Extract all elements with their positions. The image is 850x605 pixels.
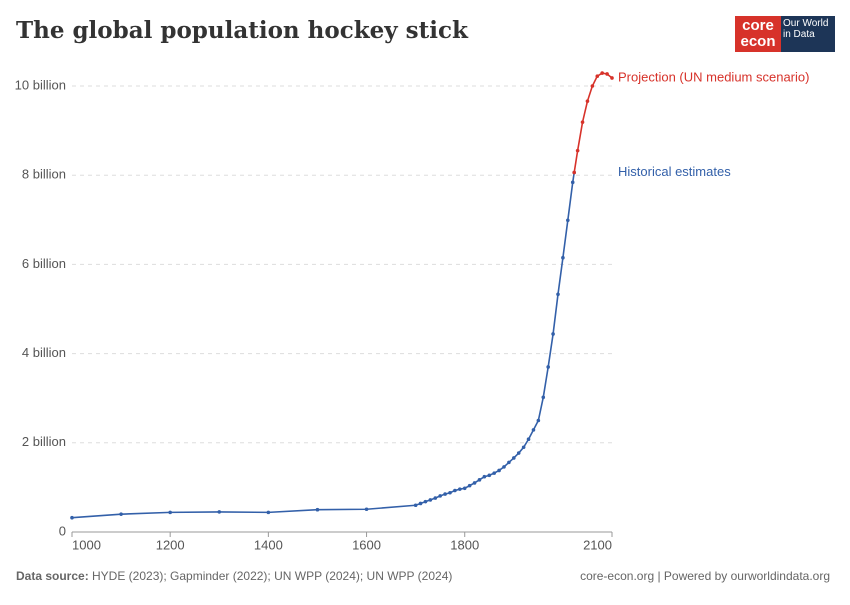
y-tick-label: 10 billion — [15, 77, 66, 92]
point — [521, 445, 526, 450]
point — [492, 471, 496, 475]
point — [541, 395, 546, 400]
point — [462, 486, 467, 491]
logo-text: Our World in Data — [783, 18, 829, 40]
point — [472, 481, 477, 485]
point — [266, 510, 271, 515]
point — [600, 71, 604, 75]
x-tick-label: 1400 — [254, 537, 283, 552]
point — [497, 468, 501, 473]
y-tick-label: 0 — [59, 523, 66, 538]
point — [418, 501, 423, 506]
point — [458, 487, 462, 491]
source-label: Data source: — [16, 569, 89, 583]
logo-owid-box: Our World in Data — [783, 18, 829, 40]
point — [453, 488, 457, 493]
point — [516, 451, 521, 455]
point — [315, 507, 320, 512]
point — [590, 84, 595, 88]
point — [413, 503, 418, 508]
point — [482, 474, 487, 479]
point — [570, 180, 575, 185]
point — [572, 170, 576, 175]
logo-text: econ — [740, 33, 775, 50]
x-tick-label: 2100 — [583, 537, 612, 552]
series-label: Historical estimates — [618, 164, 731, 179]
point — [448, 490, 452, 495]
y-tick-label: 8 billion — [22, 167, 66, 182]
point — [595, 74, 600, 78]
chart-title: The global population hockey stick — [16, 17, 469, 44]
y-tick-label: 6 billion — [22, 256, 66, 271]
x-tick-label: 1800 — [450, 537, 479, 552]
credit: core-econ.org | Powered by ourworldindat… — [580, 569, 830, 583]
point — [526, 437, 531, 442]
source: HYDE (2023); Gapminder (2022); UN WPP (2… — [92, 569, 452, 583]
point — [477, 478, 482, 482]
point — [119, 512, 123, 516]
point — [502, 465, 506, 469]
point — [438, 494, 442, 498]
logo-owid — [781, 16, 835, 52]
logo-core — [735, 16, 781, 52]
point — [561, 255, 565, 260]
point — [168, 510, 172, 515]
point — [546, 365, 550, 369]
series-line — [71, 172, 575, 519]
point — [487, 473, 492, 478]
logo-text: core — [742, 17, 774, 34]
series-label: Projection (UN medium scenario) — [618, 69, 809, 84]
point — [512, 456, 516, 460]
point — [585, 99, 590, 103]
point — [551, 332, 555, 336]
x-tick-label: 1600 — [352, 537, 381, 552]
point — [566, 218, 570, 223]
point — [610, 76, 614, 80]
point — [605, 72, 609, 76]
point — [428, 498, 433, 502]
point — [433, 496, 438, 500]
point — [217, 510, 222, 514]
point — [467, 483, 472, 488]
point — [423, 499, 428, 504]
point — [575, 148, 580, 153]
point — [580, 120, 585, 124]
y-tick-label: 2 billion — [22, 434, 66, 449]
point — [531, 428, 536, 432]
y-tick-label: 4 billion — [22, 345, 66, 360]
logo: core econ Our World in Data — [735, 16, 835, 52]
x-tick-label: 1000 — [72, 537, 101, 552]
point — [364, 507, 369, 512]
x-tick-label: 1200 — [156, 537, 185, 552]
point — [443, 492, 447, 496]
series-line — [573, 72, 613, 173]
point — [507, 460, 511, 465]
point — [536, 418, 541, 423]
point — [70, 515, 74, 520]
point — [556, 292, 560, 297]
